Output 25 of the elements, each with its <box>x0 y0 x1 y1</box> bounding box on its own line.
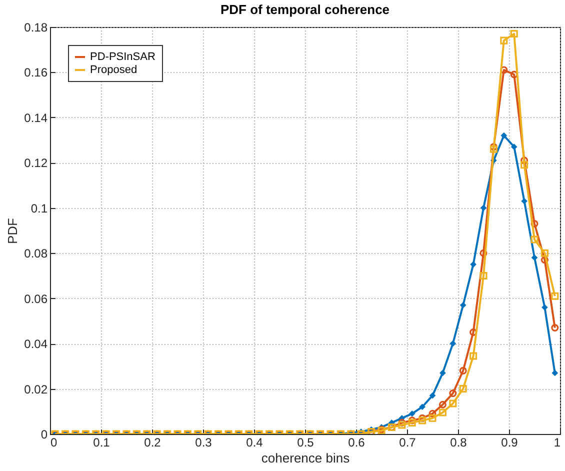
x-tick-label: 0.3 <box>195 436 212 450</box>
x-tick-label: 0 <box>50 436 58 450</box>
x-tick-label: 0.9 <box>501 436 518 450</box>
x-tick-label: 0.2 <box>144 436 162 450</box>
y-tick-label: 0.02 <box>24 382 48 396</box>
chart-title: PDF of temporal coherence <box>220 2 390 17</box>
x-tick-label: 1 <box>554 436 561 450</box>
y-tick-label: 0.16 <box>24 66 48 80</box>
y-tick-label: 0.18 <box>24 20 48 34</box>
y-tick-label: 0.12 <box>24 156 48 170</box>
y-tick-label: 0.1 <box>30 201 48 216</box>
x-tick-label: 0.5 <box>297 436 314 450</box>
y-tick-label: 0.08 <box>24 246 48 261</box>
x-tick-label: 0.8 <box>450 436 468 450</box>
legend-label: Proposed <box>90 64 138 76</box>
y-tick-label: 0.04 <box>24 337 48 352</box>
x-axis-title: coherence bins <box>261 450 350 466</box>
legend-label: PD-PSInSAR <box>90 51 156 63</box>
y-axis-title: PDF <box>5 218 20 244</box>
y-tick-label: 0.06 <box>24 292 48 306</box>
x-tick-label: 0.7 <box>399 436 416 450</box>
x-tick-label: 0.4 <box>246 436 264 450</box>
x-tick-label: 0.1 <box>93 436 110 450</box>
x-tick-label: 0.6 <box>348 436 366 450</box>
y-tick-label: 0.14 <box>24 110 48 125</box>
